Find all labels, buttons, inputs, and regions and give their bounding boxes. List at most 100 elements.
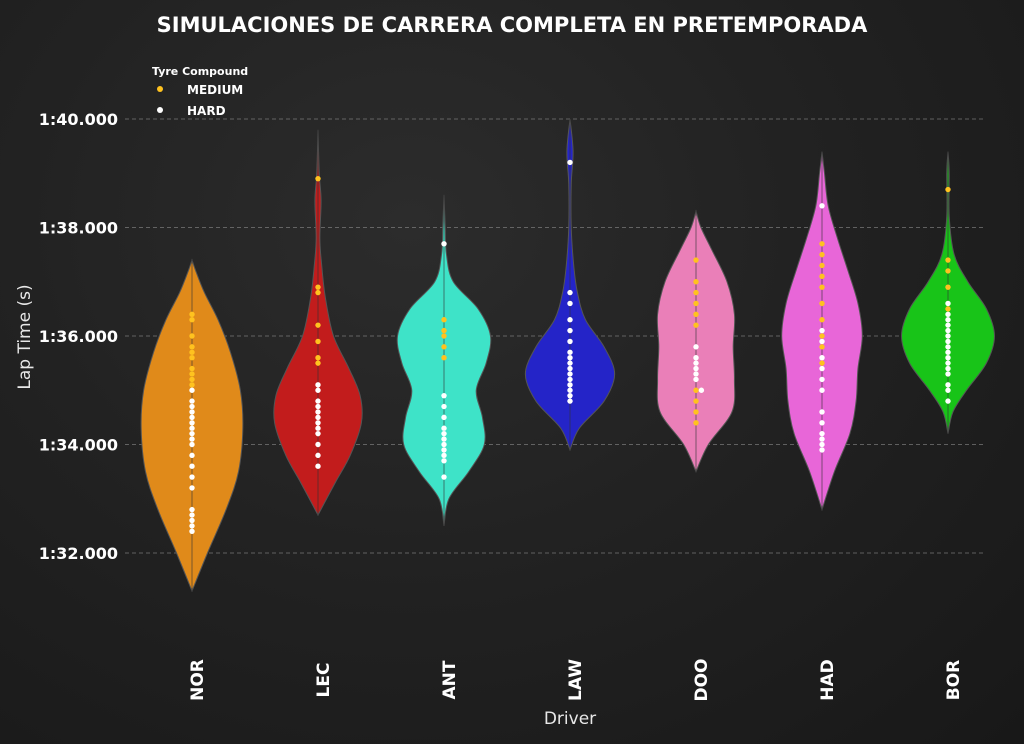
medium-lap-point — [189, 365, 195, 372]
hard-lap-point — [441, 430, 447, 437]
hard-lap-point — [819, 327, 825, 334]
medium-lap-point — [315, 355, 321, 361]
hard-lap-point — [189, 414, 195, 421]
hard-lap-point — [819, 441, 825, 448]
hard-lap-point — [567, 376, 573, 383]
y-axis-ticks: 1:32.000 1:34.000 1:36.000 1:38.000 1:40.000 — [39, 110, 118, 563]
lap-points — [189, 159, 951, 534]
x-tick-label: HAD — [818, 659, 838, 701]
hard-lap-point — [441, 414, 447, 421]
hard-lap-point — [441, 458, 447, 464]
hard-lap-point — [567, 338, 573, 345]
hard-lap-point — [567, 360, 573, 366]
medium-lap-point — [693, 420, 699, 426]
hard-lap-point — [441, 241, 447, 247]
hard-lap-point — [945, 333, 951, 339]
hard-lap-point — [567, 365, 573, 372]
medium-lap-point — [819, 241, 825, 247]
hard-lap-point — [693, 371, 699, 377]
medium-lap-point — [189, 317, 195, 323]
medium-lap-point — [693, 409, 699, 415]
hard-lap-point — [567, 289, 573, 296]
hard-lap-point — [567, 317, 573, 323]
hard-lap-point — [945, 371, 951, 377]
hard-lap-point — [945, 355, 951, 361]
medium-lap-point — [189, 371, 195, 377]
hard-lap-point — [945, 349, 951, 355]
hard-lap-point — [189, 409, 195, 415]
medium-lap-point — [315, 175, 321, 182]
hard-lap-point — [189, 430, 195, 437]
hard-lap-point — [819, 430, 825, 437]
hard-lap-point — [189, 441, 195, 448]
hard-lap-point — [189, 420, 195, 426]
hard-lap-point — [693, 344, 699, 350]
hard-lap-point — [441, 392, 447, 399]
medium-lap-point — [819, 251, 825, 258]
medium-lap-point — [819, 273, 825, 280]
hard-lap-point — [945, 344, 951, 350]
hard-lap-point — [567, 327, 573, 334]
x-tick-label: DOO — [692, 658, 712, 701]
medium-lap-point — [441, 333, 447, 339]
hard-lap-point — [189, 485, 195, 491]
medium-lap-point — [315, 322, 321, 328]
medium-lap-point — [819, 300, 825, 307]
hard-lap-point — [441, 436, 447, 442]
hard-lap-point — [819, 447, 825, 453]
y-tick-label: 1:36.000 — [39, 327, 118, 346]
hard-lap-point — [945, 311, 951, 317]
hard-lap-point — [189, 403, 195, 410]
hard-lap-point — [819, 436, 825, 442]
y-axis-label: Lap Time (s) — [15, 284, 35, 389]
hard-lap-point — [189, 425, 195, 431]
hard-lap-point — [315, 403, 321, 410]
hard-lap-point — [819, 365, 825, 372]
legend-hard-marker — [157, 107, 163, 113]
x-tick-label: ANT — [440, 660, 460, 699]
medium-lap-point — [441, 317, 447, 323]
medium-lap-point — [441, 344, 447, 350]
hard-lap-point — [567, 371, 573, 377]
medium-lap-point — [315, 284, 321, 290]
hard-lap-point — [315, 414, 321, 421]
hard-lap-point — [693, 360, 699, 366]
hard-lap-point — [189, 463, 195, 469]
medium-lap-point — [693, 300, 699, 307]
hard-lap-point — [819, 387, 825, 393]
hard-lap-point — [189, 474, 195, 480]
medium-lap-point — [693, 387, 699, 393]
hard-lap-point — [819, 338, 825, 345]
x-axis-label: Driver — [544, 709, 596, 729]
medium-lap-point — [189, 333, 195, 339]
hard-lap-point — [945, 387, 951, 393]
hard-lap-point — [945, 398, 951, 404]
hard-lap-point — [441, 441, 447, 448]
hard-lap-point — [441, 403, 447, 410]
medium-lap-point — [945, 284, 951, 290]
hard-lap-point — [315, 441, 321, 448]
x-tick-label: LAW — [566, 659, 586, 701]
hard-lap-point — [567, 398, 573, 404]
hard-lap-point — [315, 387, 321, 393]
medium-lap-point — [315, 338, 321, 345]
hard-lap-point — [189, 387, 195, 393]
hard-lap-point — [315, 452, 321, 459]
medium-lap-point — [315, 360, 321, 366]
medium-lap-point — [693, 311, 699, 317]
medium-lap-point — [189, 311, 195, 317]
hard-lap-point — [819, 420, 825, 426]
legend-hard-label: HARD — [187, 104, 226, 118]
hard-lap-point — [315, 430, 321, 437]
hard-lap-point — [441, 452, 447, 459]
hard-lap-point — [693, 355, 699, 361]
y-tick-label: 1:40.000 — [39, 110, 118, 129]
y-tick-label: 1:34.000 — [39, 436, 118, 455]
hard-lap-point — [189, 528, 195, 534]
hard-lap-point — [315, 398, 321, 404]
hard-lap-point — [189, 452, 195, 459]
y-tick-label: 1:38.000 — [39, 219, 118, 238]
hard-lap-point — [693, 365, 699, 372]
hard-lap-point — [315, 425, 321, 431]
x-tick-label: LEC — [314, 663, 334, 698]
